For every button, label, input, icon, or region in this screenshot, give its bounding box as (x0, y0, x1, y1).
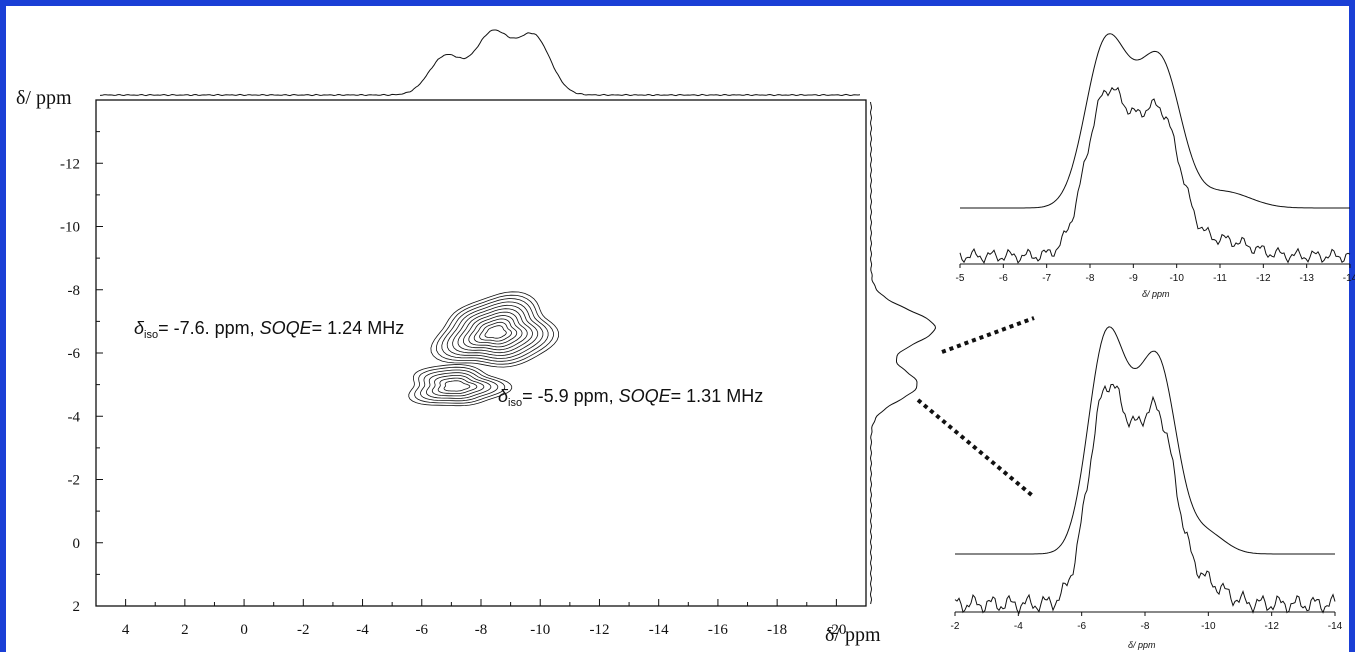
x-tick-label: -2 (297, 622, 310, 638)
y-tick-label: -8 (68, 283, 81, 299)
annotation-2-emph: SOQE (619, 386, 672, 406)
x-tick-label: -12 (589, 622, 609, 638)
x-tick-label: -6 (416, 622, 429, 638)
contour-line (468, 315, 523, 348)
main-x-ticks: 4 2 0 -2 -4 -6 -8 -10 -12 -14 -16 -18 -20 (122, 599, 867, 638)
inset-tick-label: -8 (1141, 621, 1150, 632)
contour-line (435, 294, 554, 365)
inset-upper-x-label: δ/ ppm (1142, 289, 1170, 299)
annotation-peak-2: δiso= -5.9 ppm, SOQE= 1.31 MHz (498, 386, 763, 409)
y-tick-label: -12 (60, 156, 80, 172)
contour-line (408, 364, 513, 407)
inset-spectrum-lower: -2 -4 -6 -8 -10 -12 -14 δ/ ppm (951, 326, 1343, 650)
x-tick-label: -10 (530, 622, 550, 638)
x-tick-label: 0 (240, 622, 248, 638)
main-2d-spectrum: 4 2 0 -2 -4 -6 -8 -10 -12 -14 -16 -18 -20 -12-10-8-6… (16, 29, 1036, 646)
contour-line (457, 308, 533, 354)
inset-tick-label: -13 (1299, 273, 1314, 284)
y-tick-label: -4 (68, 409, 81, 425)
x-tick-label: 2 (181, 622, 189, 638)
inset-lower-x-label: δ/ ppm (1128, 640, 1156, 650)
contour-line (473, 318, 518, 345)
contour-line (437, 377, 478, 394)
inset-tick-label: -6 (1077, 621, 1086, 632)
x-tick-label: -18 (767, 622, 787, 638)
x-tick-label: -14 (649, 622, 669, 638)
annotation-2-tail: = 1.31 MHz (671, 386, 764, 406)
inset-tick-label: -2 (951, 621, 960, 632)
x-tick-label: -16 (708, 622, 728, 638)
annotation-1-emph: SOQE (260, 318, 313, 338)
inset-tick-label: -10 (1201, 621, 1216, 632)
x-tick-label: -8 (475, 622, 488, 638)
dotted-connector-upper (941, 316, 1035, 354)
inset-tick-label: -14 (1343, 273, 1355, 284)
dotted-connector-lower (916, 398, 1036, 499)
top-projection-line (99, 29, 861, 97)
x-axis-label: δ/ ppm (825, 624, 881, 646)
contour-line (446, 301, 544, 359)
inset-tick-label: -10 (1169, 273, 1184, 284)
inset-lower-ticks: -2 -4 -6 -8 -10 -12 -14 (951, 612, 1343, 632)
contour-line (484, 325, 507, 339)
contour-line (420, 369, 499, 402)
right-projection-line (869, 101, 937, 605)
inset-spectrum-upper: -5 -6 -7 -8 -9 -10 -11 -12 -13 -14 δ/ ppm (956, 33, 1355, 299)
contour-line (441, 298, 549, 362)
contour-line (414, 366, 506, 404)
y-axis-label: δ/ ppm (16, 87, 72, 109)
y-tick-label: -10 (60, 220, 80, 236)
contour-line (430, 291, 559, 368)
inset-tick-label: -7 (1042, 273, 1051, 284)
contour-peaks (408, 291, 559, 407)
inset-tick-label: -6 (999, 273, 1008, 284)
contour-line (431, 375, 485, 397)
inset-lower-simulated-line (955, 326, 1335, 555)
annotation-1-text: = -7.6. ppm, (158, 318, 260, 338)
inset-tick-label: -11 (1213, 273, 1227, 284)
inset-tick-label: -5 (956, 273, 965, 284)
annotation-1-symbol: δ (134, 318, 145, 338)
contour-line (452, 304, 539, 357)
contour-line (443, 380, 471, 392)
inset-lower-experimental-line (954, 383, 1336, 615)
x-tick-label: -20 (826, 622, 846, 638)
x-tick-label: 4 (122, 622, 130, 638)
inset-tick-label: -12 (1264, 621, 1279, 632)
inset-tick-label: -4 (1014, 621, 1023, 632)
annotation-peak-1: δiso= -7.6. ppm, SOQE= 1.24 MHz (134, 318, 404, 341)
inset-upper-simulated-line (960, 33, 1350, 209)
inset-tick-label: -14 (1328, 621, 1343, 632)
contour-line (462, 311, 528, 351)
annotation-2-sub: iso (508, 397, 522, 409)
inset-tick-label: -8 (1086, 273, 1095, 284)
y-tick-label: -2 (68, 473, 81, 489)
inset-tick-label: -9 (1129, 273, 1138, 284)
annotation-1-sub: iso (144, 329, 158, 341)
contour-line (425, 372, 492, 399)
main-y-ticks: -12 -10 -8 -6 -4 -2 0 2 (60, 131, 103, 615)
y-tick-label: 0 (73, 536, 81, 552)
inset-upper-experimental-line (959, 86, 1351, 264)
annotation-1-tail: = 1.24 MHz (312, 318, 405, 338)
x-tick-label: -4 (356, 622, 369, 638)
y-tick-label: -6 (68, 346, 81, 362)
y-tick-label: 2 (73, 599, 81, 615)
inset-upper-ticks: -5 -6 -7 -8 -9 -10 -11 -12 -13 -14 (956, 264, 1355, 284)
inset-tick-label: -12 (1256, 273, 1271, 284)
annotation-2-text: = -5.9 ppm, (522, 386, 619, 406)
annotation-2-symbol: δ (498, 386, 509, 406)
contour-line (479, 321, 512, 342)
